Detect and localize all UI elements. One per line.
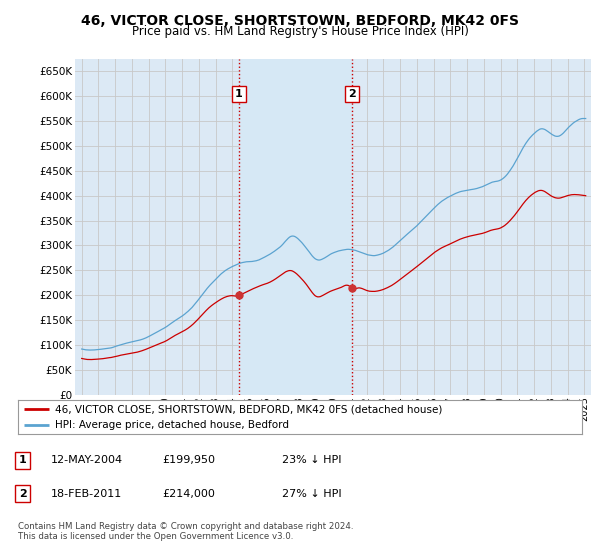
Text: 23% ↓ HPI: 23% ↓ HPI: [282, 455, 341, 465]
Text: Contains HM Land Registry data © Crown copyright and database right 2024.
This d: Contains HM Land Registry data © Crown c…: [18, 522, 353, 542]
Text: 27% ↓ HPI: 27% ↓ HPI: [282, 489, 341, 499]
Text: HPI: Average price, detached house, Bedford: HPI: Average price, detached house, Bedf…: [55, 420, 289, 430]
Text: Price paid vs. HM Land Registry's House Price Index (HPI): Price paid vs. HM Land Registry's House …: [131, 25, 469, 38]
Text: 18-FEB-2011: 18-FEB-2011: [51, 489, 122, 499]
Text: 1: 1: [19, 455, 26, 465]
Text: 46, VICTOR CLOSE, SHORTSTOWN, BEDFORD, MK42 0FS (detached house): 46, VICTOR CLOSE, SHORTSTOWN, BEDFORD, M…: [55, 404, 442, 414]
Text: 46, VICTOR CLOSE, SHORTSTOWN, BEDFORD, MK42 0FS: 46, VICTOR CLOSE, SHORTSTOWN, BEDFORD, M…: [81, 14, 519, 28]
Text: 2: 2: [348, 89, 356, 99]
Text: 12-MAY-2004: 12-MAY-2004: [51, 455, 123, 465]
Text: 1: 1: [235, 89, 242, 99]
Text: 2: 2: [19, 489, 26, 499]
Bar: [239, 59, 352, 395]
Text: £214,000: £214,000: [162, 489, 215, 499]
Text: £199,950: £199,950: [162, 455, 215, 465]
